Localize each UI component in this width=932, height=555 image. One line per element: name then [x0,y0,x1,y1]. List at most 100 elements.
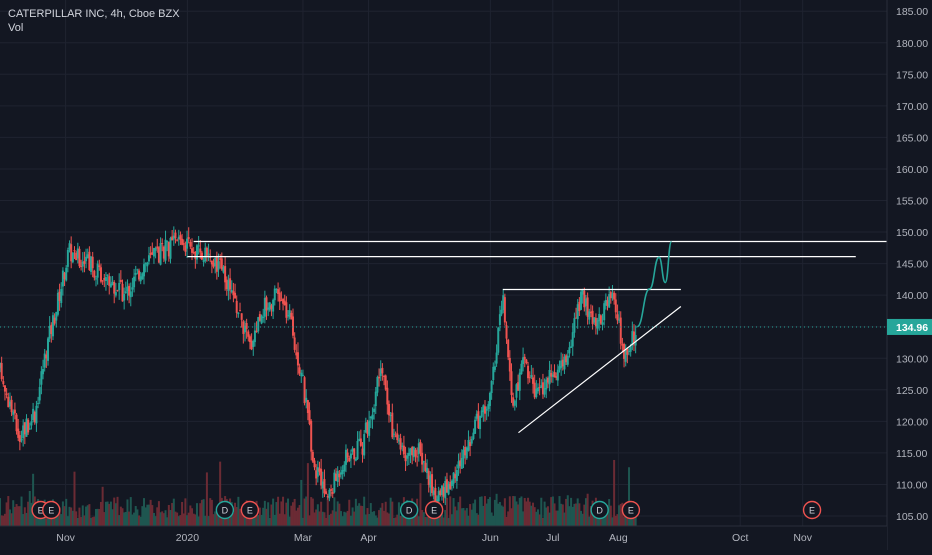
candle-body [498,314,501,326]
volume-bar [237,496,240,526]
time-tick-label: Apr [360,532,377,544]
candle-body [18,435,21,442]
volume-bar [272,498,275,526]
candle-body [240,313,243,320]
volume-bar [381,503,384,526]
candle-body [108,276,111,286]
candle-body [277,289,280,295]
price-tick-label: 120.00 [896,416,928,428]
earnings-event-marker[interactable]: E [42,500,61,520]
volume-bar [58,507,61,526]
volume-bar [306,463,309,526]
volume-bar [339,511,342,526]
symbol-title[interactable]: CATERPILLAR INC, 4h, Cboe BZX [8,8,180,20]
candle-body [316,467,319,477]
earnings-event-marker[interactable]: E [240,500,260,520]
volume-bar [157,501,160,526]
candle-body [341,470,344,475]
volume-bar [570,497,573,526]
price-tick-label: 130.00 [896,353,928,365]
volume-bar [328,514,331,526]
volume-bar [17,506,20,526]
volume-bar [588,516,591,526]
candle-body [379,368,382,377]
time-tick-label: Jul [546,532,559,544]
volume-bar [78,507,81,526]
candle-body [15,414,18,432]
volume-bar [214,511,217,526]
volume-bar [234,502,237,526]
volume-bar [310,497,313,526]
volume-bar [108,503,111,526]
volume-bar [25,512,28,526]
candle-body [530,375,533,378]
candle-body [488,392,491,406]
earnings-event-marker[interactable]: E [424,500,444,520]
candle-body [447,483,450,495]
candle-body [51,315,54,337]
volume-bar [114,503,117,526]
candle-body [474,419,477,434]
volume-bar [247,513,250,526]
candle-body [452,472,455,484]
dividend-event-marker[interactable]: D [215,500,235,520]
volume-bar [351,507,354,526]
earnings-event-marker[interactable]: E [802,500,822,520]
candle-body [426,467,429,474]
candle-body [283,300,286,306]
candle-body [227,280,230,291]
volume-bar [311,498,314,526]
candle-body [119,279,122,282]
candle-body [440,485,443,495]
volume-bar [191,508,194,526]
volume-bar [571,506,574,526]
volume-bar [518,497,521,526]
candle-body [217,261,220,270]
volume-bar [219,461,222,526]
earnings-event-marker[interactable]: E [621,500,641,520]
volume-bar [109,501,112,526]
candle-body [86,254,89,259]
candle-body [387,403,390,416]
candle-body [56,292,59,315]
volume-label[interactable]: Vol [8,22,24,34]
volume-bar [495,493,498,526]
dividend-event-marker[interactable]: D [399,500,419,520]
candle-body [210,260,213,265]
candle-body [152,247,155,257]
candle-body [439,490,442,496]
volume-bar [462,508,465,526]
candle-body [179,235,182,240]
candle-body [373,408,376,413]
volume-bar [15,504,18,526]
volume-bar [10,513,13,526]
candle-body [553,372,556,378]
candle-body [353,448,356,460]
candle-body [609,292,612,299]
volume-bar [106,501,109,526]
candle-body [154,248,157,251]
volume-bar [128,511,131,526]
candle-body [103,278,106,281]
candle-body [356,440,359,460]
volume-bar [598,515,601,526]
candle-body [497,327,500,353]
candle-body [75,252,78,261]
volume-bar [111,509,114,526]
ascending-trendline [518,306,682,434]
volume-bar [179,515,182,526]
candle-body [172,235,175,240]
dividend-event-marker[interactable]: D [590,500,609,520]
volume-bar [558,496,561,526]
volume-bar [320,501,323,526]
candle-body [493,366,496,370]
candle-body [71,252,74,263]
volume-bar [510,508,513,526]
candle-body [586,297,589,317]
time-tick-label: Mar [294,532,313,544]
chart-legend: CATERPILLAR INC, 4h, Cboe BZX Vol [8,7,180,35]
volume-bar [162,513,165,526]
candle-body [47,338,50,361]
